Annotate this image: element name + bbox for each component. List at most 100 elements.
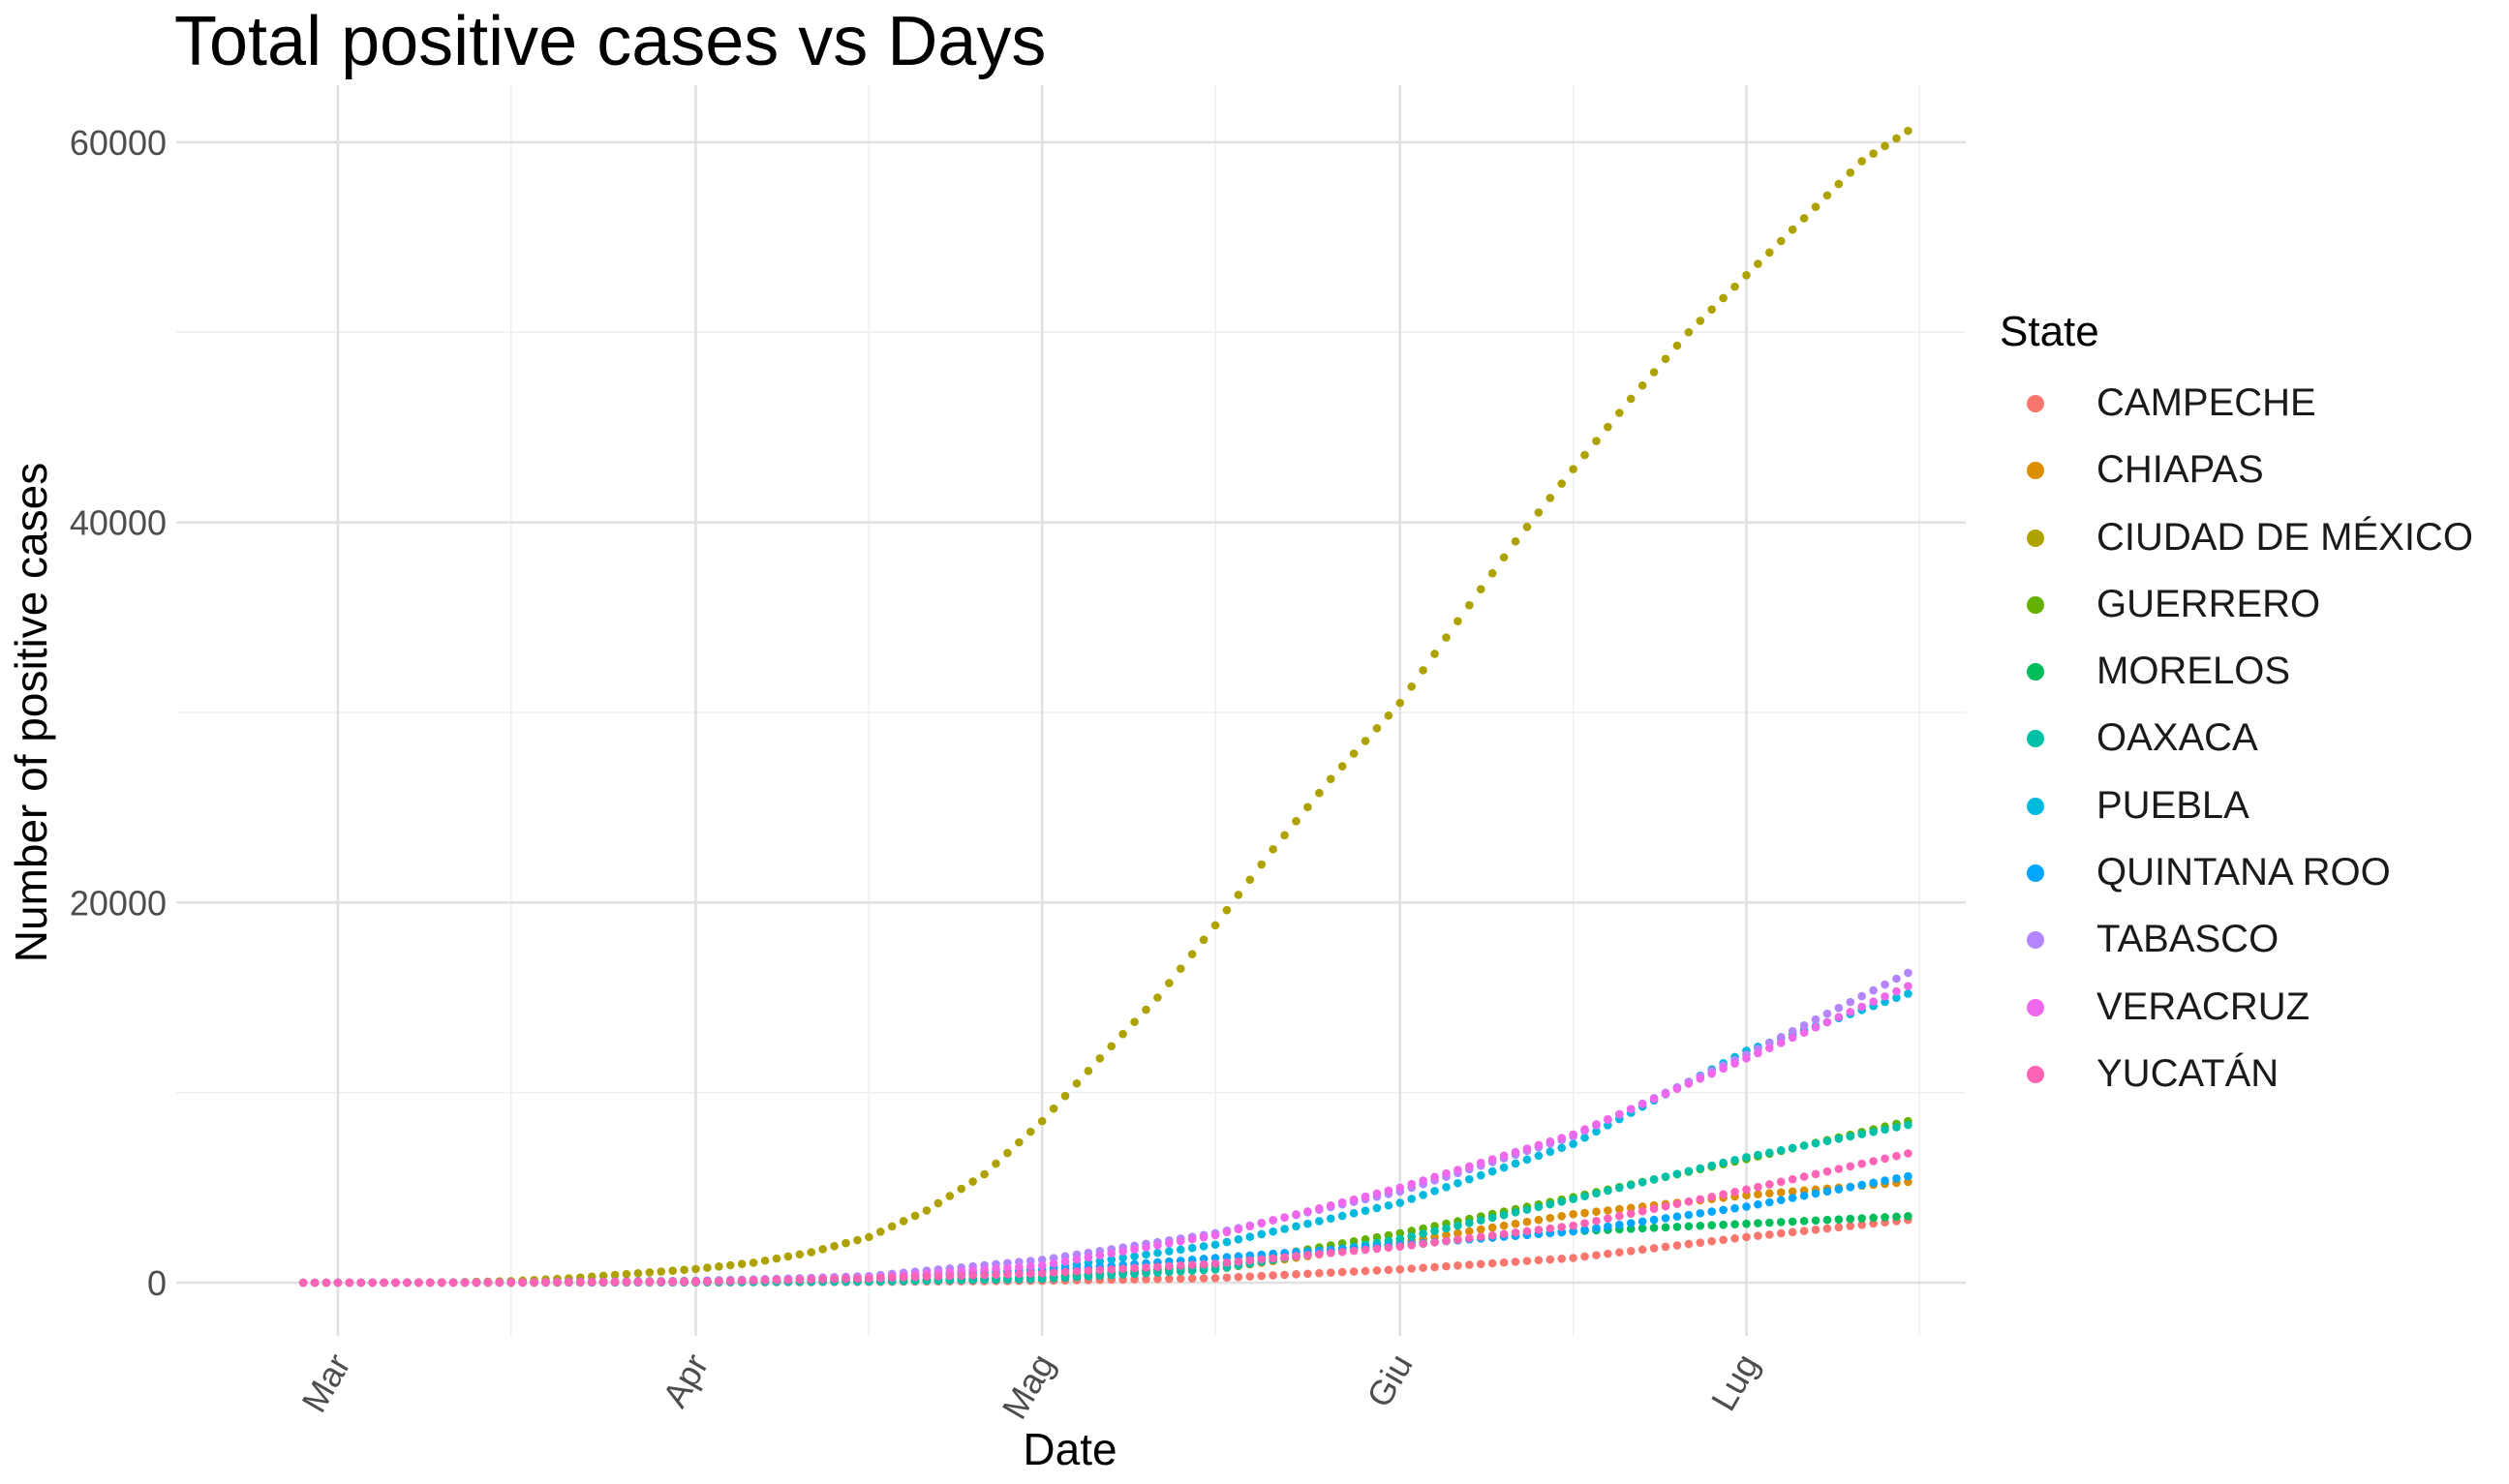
data-point <box>1799 214 1809 223</box>
data-point <box>1361 1206 1370 1215</box>
data-point <box>1522 1144 1532 1153</box>
data-point <box>1407 1231 1417 1241</box>
data-point <box>1904 1171 1912 1181</box>
legend-key-dot <box>2027 595 2044 614</box>
data-point <box>1592 437 1601 445</box>
data-point <box>1857 1159 1866 1168</box>
data-point <box>356 1278 366 1287</box>
data-point <box>1476 1225 1485 1234</box>
data-point <box>1465 1227 1474 1236</box>
data-point <box>1788 1026 1797 1036</box>
data-point <box>1719 1220 1728 1229</box>
data-point <box>1511 1228 1520 1237</box>
data-point <box>1672 341 1682 350</box>
data-point <box>1788 1143 1797 1153</box>
data-point <box>1187 1274 1197 1283</box>
data-point <box>1834 1215 1844 1224</box>
data-point <box>1326 1268 1335 1277</box>
data-point <box>1280 831 1289 840</box>
data-point <box>1765 1148 1774 1157</box>
data-point <box>437 1278 446 1287</box>
data-point <box>1337 1211 1347 1221</box>
data-point <box>1719 293 1728 303</box>
data-point <box>1487 1223 1497 1232</box>
data-point <box>1604 1249 1612 1258</box>
data-point <box>1153 1268 1162 1277</box>
data-point <box>1210 1259 1220 1268</box>
data-point <box>992 1159 1000 1168</box>
data-point <box>1696 1221 1705 1230</box>
data-point <box>1210 1274 1220 1283</box>
data-point <box>1361 1266 1370 1276</box>
data-point <box>737 1259 747 1269</box>
data-point <box>1904 1120 1912 1130</box>
data-point <box>1869 1219 1878 1228</box>
data-point <box>1892 974 1901 984</box>
data-point <box>1269 1227 1277 1236</box>
data-point <box>1142 1263 1150 1272</box>
legend-key-dot <box>2027 730 2044 748</box>
data-point <box>1672 1222 1682 1231</box>
data-point <box>1337 1197 1347 1207</box>
data-point <box>1545 494 1555 502</box>
data-point <box>1846 1132 1855 1141</box>
data-point <box>1881 980 1889 989</box>
data-point <box>1788 1033 1797 1043</box>
data-point <box>1684 1222 1694 1231</box>
data-point <box>1637 1100 1647 1108</box>
data-point <box>1869 985 1878 995</box>
data-point <box>1754 259 1762 268</box>
data-point <box>1569 1210 1577 1219</box>
data-point <box>1557 1143 1567 1153</box>
data-point <box>1118 1264 1127 1273</box>
data-point <box>657 1277 666 1287</box>
data-point <box>992 1270 1000 1279</box>
data-point <box>1754 1231 1762 1240</box>
data-point <box>1442 1183 1451 1192</box>
data-point <box>772 1254 781 1263</box>
data-point <box>1649 368 1659 377</box>
data-point <box>1199 935 1209 945</box>
data-point <box>818 1245 827 1254</box>
data-point <box>1025 1127 1035 1136</box>
data-point <box>1857 1002 1866 1012</box>
data-point <box>830 1242 839 1251</box>
data-point <box>783 1275 793 1285</box>
data-point <box>1615 409 1624 417</box>
data-point <box>1257 1229 1267 1239</box>
data-point <box>1326 1214 1335 1224</box>
data-point <box>1025 1269 1035 1278</box>
data-point <box>1545 1199 1555 1209</box>
data-point <box>1892 1174 1901 1183</box>
data-point <box>1130 1017 1139 1026</box>
data-point <box>1592 1251 1601 1259</box>
data-point <box>1303 1219 1312 1228</box>
data-point <box>1372 1189 1382 1198</box>
data-point <box>1754 1182 1762 1192</box>
data-point <box>1107 1264 1117 1274</box>
data-point <box>472 1278 481 1287</box>
data-point <box>1107 1270 1117 1280</box>
data-point <box>645 1277 655 1287</box>
data-point <box>1684 327 1694 337</box>
data-point <box>495 1278 505 1287</box>
data-point <box>715 1276 723 1286</box>
data-point <box>1707 1069 1717 1078</box>
data-point <box>899 1273 908 1282</box>
data-point <box>1499 1257 1509 1267</box>
data-point <box>1776 236 1786 246</box>
data-point <box>1637 1245 1647 1255</box>
data-point <box>1176 1274 1185 1284</box>
data-point <box>1637 1224 1647 1233</box>
legend-label: GUERRERO <box>2096 582 2321 625</box>
data-point <box>1592 1224 1601 1232</box>
data-point <box>1407 1179 1417 1189</box>
data-point <box>1776 1228 1786 1238</box>
data-point <box>1049 1258 1058 1268</box>
data-point <box>1604 1186 1612 1196</box>
data-point <box>298 1278 308 1287</box>
data-point <box>1395 1234 1405 1244</box>
data-point <box>1904 1211 1912 1221</box>
legend-item: OAXACA <box>2000 705 2258 772</box>
